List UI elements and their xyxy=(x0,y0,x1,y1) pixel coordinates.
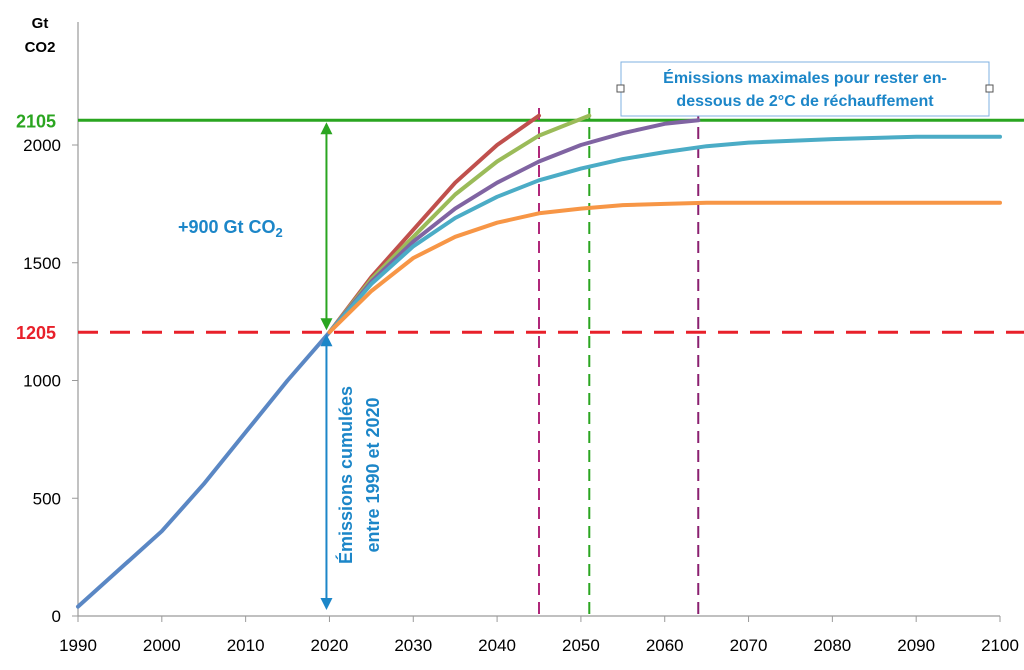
cumulative-annotation-line1: Émissions cumulées xyxy=(335,386,356,564)
cumulative-annotation-line2: entre 1990 et 2020 xyxy=(363,397,383,552)
series-line-0 xyxy=(76,330,332,609)
callout-line1: Émissions maximales pour rester en- xyxy=(663,68,947,87)
x-tick-label-6: 2050 xyxy=(562,636,600,655)
cumulative-arrow-head-top xyxy=(320,334,333,347)
x-tick-label-1: 2000 xyxy=(143,636,181,655)
cumulative-annotation: Émissions cumulées entre 1990 et 2020 xyxy=(335,386,383,564)
series-line-3 xyxy=(327,118,701,335)
x-tick-label-10: 2090 xyxy=(897,636,935,655)
increment-annotation-main: +900 Gt CO xyxy=(178,217,276,237)
callout-line2: dessous de 2°C de réchauffement xyxy=(676,93,934,110)
increment-annotation-subscript: 2 xyxy=(276,225,283,240)
callout-box: Émissions maximales pour rester en- dess… xyxy=(616,61,994,117)
y-tick-label-2: 1000 xyxy=(23,372,61,391)
x-tick-label-0: 1990 xyxy=(59,636,97,655)
y-tick-label-1: 500 xyxy=(33,489,61,508)
y-axis-label-line1: Gt xyxy=(32,15,49,32)
series-line-4 xyxy=(327,134,1002,335)
increment-annotation: +900 Gt CO2 xyxy=(178,217,283,240)
cumulative-arrow-head-bottom xyxy=(320,598,333,610)
x-tick-label-8: 2070 xyxy=(730,636,768,655)
x-tick-label-11: 2100 xyxy=(981,636,1019,655)
increment-arrow-head-top xyxy=(320,122,333,135)
series-line-5 xyxy=(327,200,1002,335)
x-tick-label-2: 2010 xyxy=(227,636,265,655)
y-tick-label-4: 2000 xyxy=(23,136,61,155)
x-tick-label-7: 2060 xyxy=(646,636,684,655)
x-tick-label-9: 2080 xyxy=(813,636,851,655)
y-axis-label-line2: CO2 xyxy=(25,39,56,56)
x-tick-label-4: 2030 xyxy=(394,636,432,655)
y-tick-label-0: 0 xyxy=(52,607,61,626)
reference-label-1205: 1205 xyxy=(16,323,56,343)
x-tick-label-5: 2040 xyxy=(478,636,516,655)
increment-arrow-head-bottom xyxy=(320,318,333,331)
reference-label-2105: 2105 xyxy=(16,111,56,131)
x-tick-label-3: 2020 xyxy=(311,636,349,655)
y-tick-label-3: 1500 xyxy=(23,254,61,273)
series-line-2 xyxy=(327,113,592,335)
